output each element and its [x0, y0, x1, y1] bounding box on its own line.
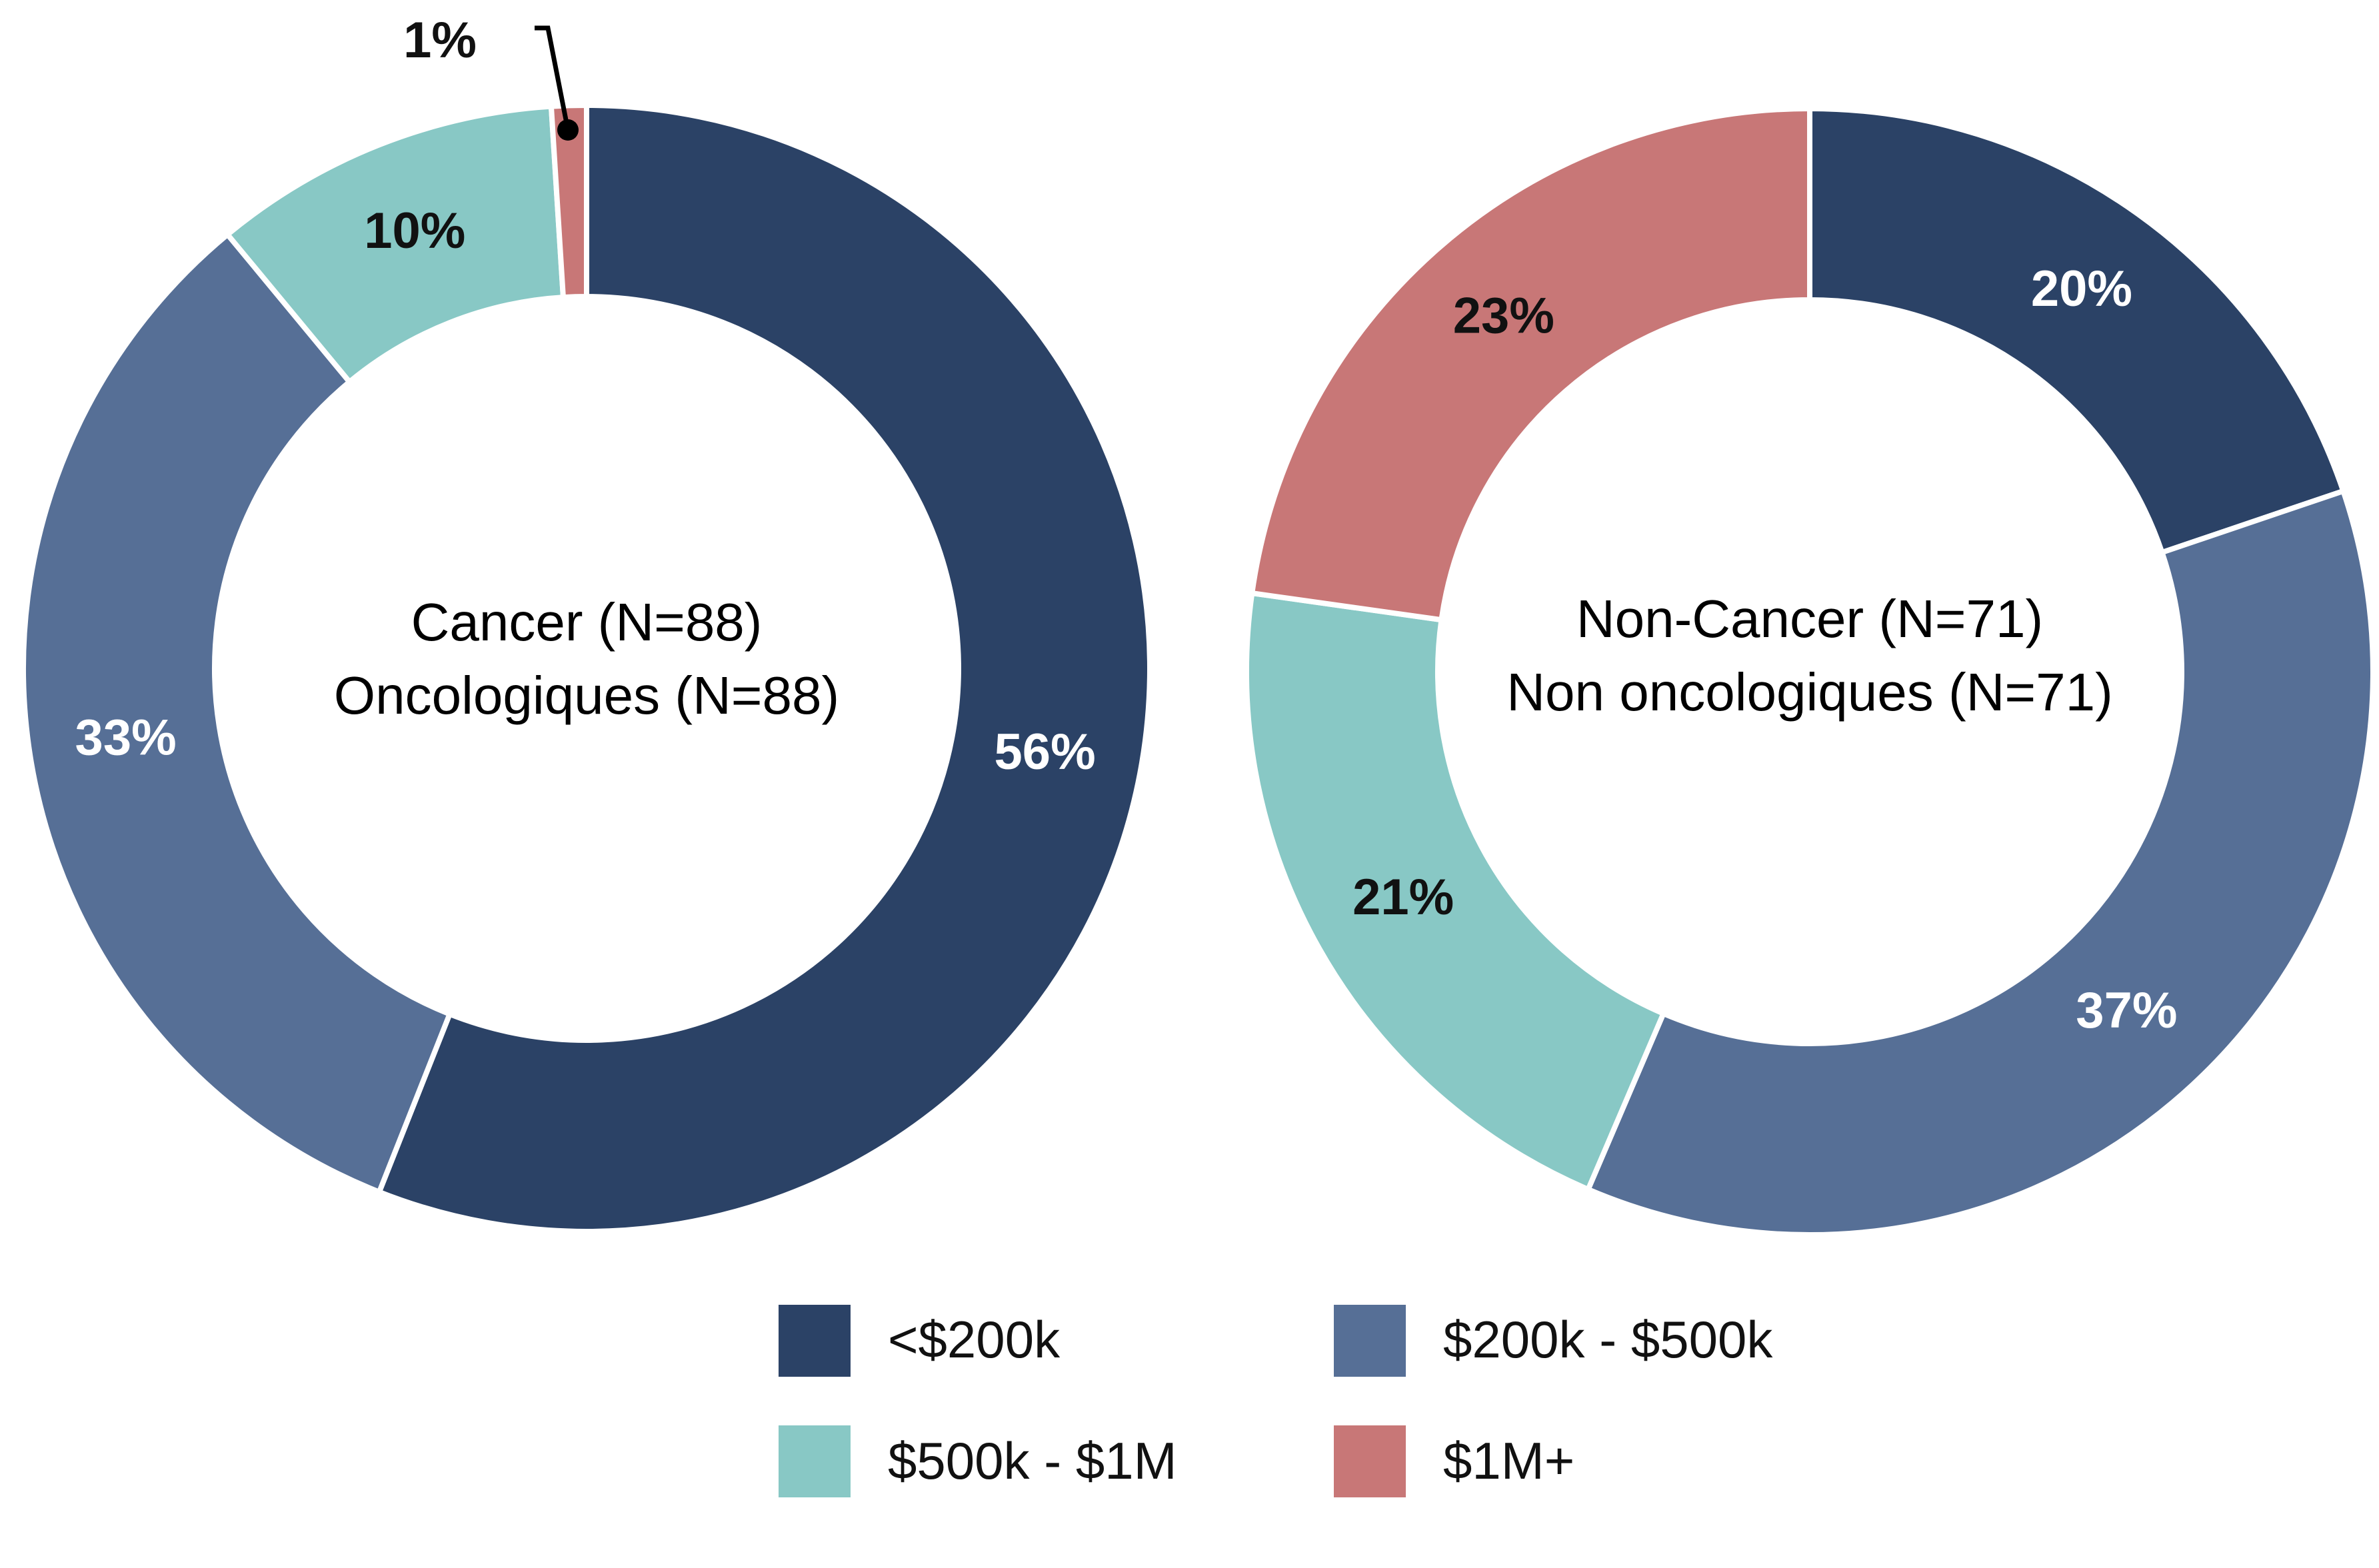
slice-value-label-200k-500k: 33% — [75, 710, 177, 766]
donut-chart-cancer: 56% 33% 10% 1% Cancer (N=88) Oncologiques (N=… — [21, 12, 1153, 1234]
legend-label-1m-plus: $1M+ — [1443, 1431, 1574, 1490]
slice-value-label-500k-1m: 10% — [364, 203, 465, 259]
donut-slice-200k-500k — [21, 231, 453, 1195]
slice-value-label-1m-plus: 1% — [403, 12, 477, 69]
slice-value-label-under-200k: 20% — [2031, 261, 2132, 317]
legend: <$200k $200k - $500k $500k - $1M $1M+ — [779, 1305, 1773, 1497]
donut-center-label: Non oncologiques (N=71) — [1506, 662, 2112, 722]
legend-swatch-500k-1m — [779, 1425, 851, 1497]
slice-value-label-under-200k: 56% — [995, 724, 1096, 780]
slice-value-label-200k-500k: 37% — [2076, 982, 2177, 1039]
donut-center-label: Oncologiques (N=88) — [334, 666, 839, 725]
leader-dot — [557, 119, 579, 141]
donut-chart-non-cancer: 20% 37% 21% 23% Non-Cancer (N=71) Non oncolog… — [1243, 105, 2376, 1237]
leader-line — [535, 25, 571, 131]
donut-center-label: Cancer (N=88) — [411, 592, 763, 652]
legend-label-200k-500k: $200k - $500k — [1443, 1310, 1773, 1369]
legend-swatch-1m-plus — [1334, 1425, 1406, 1497]
donut-slice-500k-1m — [1243, 590, 1667, 1193]
donut-slice-under-200k — [375, 102, 1153, 1234]
legend-swatch-200k-500k — [1334, 1305, 1406, 1377]
donut-slice-under-200k — [1807, 105, 2347, 556]
donut-slice-1m-plus — [1248, 105, 1812, 623]
legend-swatch-under-200k — [779, 1305, 851, 1377]
donut-slice-200k-500k — [1584, 487, 2376, 1237]
legend-label-under-200k: <$200k — [888, 1310, 1061, 1369]
slice-value-label-500k-1m: 21% — [1352, 869, 1454, 926]
donut-center-label: Non-Cancer (N=71) — [1576, 589, 2043, 648]
legend-label-500k-1m: $500k - $1M — [888, 1431, 1177, 1490]
slice-value-label-1m-plus: 23% — [1453, 288, 1554, 345]
